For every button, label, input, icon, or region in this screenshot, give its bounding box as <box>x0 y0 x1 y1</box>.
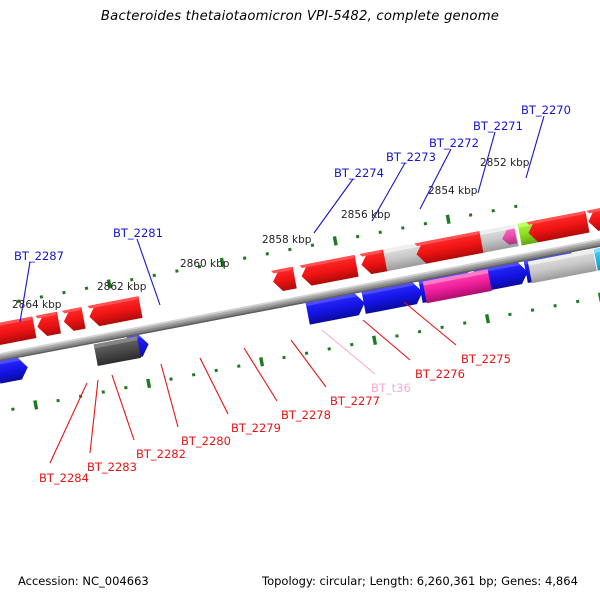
gene-label-bt-2279[interactable]: BT_2279 <box>231 421 281 435</box>
leader-bt-2284 <box>49 382 88 464</box>
gene-label-bt-2278[interactable]: BT_2278 <box>281 408 331 422</box>
gene-label-bt-2283[interactable]: BT_2283 <box>87 460 137 474</box>
gene-feature-bt-2284b[interactable] <box>61 307 86 332</box>
leader-lines-forward <box>19 115 545 323</box>
gene-feature-pseudo-1[interactable] <box>376 241 430 273</box>
leader-bt-t36 <box>321 329 376 375</box>
scale-label-2852: 2852 kbp <box>480 157 530 169</box>
gene-label-bt-2274[interactable]: BT_2274 <box>334 166 384 180</box>
gene-label-bt-2277[interactable]: BT_2277 <box>330 394 380 408</box>
gene-label-bt-2280[interactable]: BT_2280 <box>181 434 231 448</box>
genome-stats-text: Topology: circular; Length: 6,260,361 bp… <box>262 574 578 588</box>
scale-label-2854: 2854 kbp <box>428 185 478 197</box>
leader-bt-2280 <box>160 363 179 428</box>
leader-bt-2281 <box>136 238 161 306</box>
gene-feature-bt-2274[interactable] <box>305 292 367 325</box>
gene-label-bt-2276[interactable]: BT_2276 <box>415 367 465 381</box>
gene-label-bt-2281[interactable]: BT_2281 <box>113 226 163 240</box>
scale-tick-row-lower <box>11 292 600 411</box>
leader-bt-2277 <box>290 339 327 388</box>
leader-bt-2282 <box>111 374 135 441</box>
gene-label-bt-2270[interactable]: BT_2270 <box>521 103 571 117</box>
genome-axis-track[interactable] <box>0 228 600 368</box>
scale-label-2858: 2858 kbp <box>262 234 312 246</box>
leader-lines-reverse <box>49 301 457 464</box>
scale-label-2860: 2860 kbp <box>180 258 230 270</box>
gene-feature-bt-2285[interactable] <box>35 311 62 338</box>
leader-bt-2275 <box>403 301 457 346</box>
gene-feature-bt-2273[interactable] <box>361 281 425 314</box>
gene-label-bt-2273[interactable]: BT_2273 <box>386 150 436 164</box>
gene-feature-bt-2276[interactable] <box>526 210 590 244</box>
accession-text: Accession: NC_004663 <box>18 574 149 588</box>
page-title: Bacteroides thetaiotaomicron VPI-5482, c… <box>100 9 500 24</box>
gene-feature-bt-2283[interactable] <box>93 336 142 367</box>
leader-bt-2274 <box>313 178 354 234</box>
leader-bt-2283 <box>89 379 99 454</box>
leader-bt-2271 <box>477 131 496 194</box>
scale-tick-row-upper <box>16 204 518 303</box>
gene-feature-bt-2287[interactable] <box>0 356 30 384</box>
gene-feature-bt-t36[interactable] <box>501 228 518 246</box>
leader-bt-2273 <box>371 162 406 222</box>
leader-bt-2272 <box>419 148 452 210</box>
scale-label-2856: 2856 kbp <box>341 209 391 221</box>
gene-feature-bt-2283-arrow[interactable] <box>87 296 143 327</box>
gene-feature-bt-2278[interactable] <box>422 269 492 304</box>
leader-bt-2270 <box>525 115 545 179</box>
leader-bt-2279 <box>199 357 229 415</box>
gene-feature-bt-2276-box[interactable] <box>527 249 597 284</box>
scale-label-2864: 2864 kbp <box>12 299 62 311</box>
gene-feature-bt-2280[interactable] <box>299 254 359 287</box>
scale-label-2862: 2862 kbp <box>97 281 147 293</box>
leader-lines-rna <box>321 329 376 375</box>
leader-bt-2276 <box>362 319 411 361</box>
gene-label-bt-2275[interactable]: BT_2275 <box>461 352 511 366</box>
gene-feature-bt-2277[interactable] <box>414 231 484 265</box>
gene-features-below[interactable] <box>93 240 600 367</box>
leader-bt-2278 <box>243 347 278 402</box>
gene-feature-bt-2282[interactable] <box>271 266 297 293</box>
gene-feature-bt-2279[interactable] <box>359 249 388 276</box>
gene-label-bt-2284[interactable]: BT_2284 <box>39 471 89 485</box>
gene-label-bt-t36[interactable]: BT_t36 <box>371 381 411 395</box>
gene-label-bt-2287[interactable]: BT_2287 <box>14 249 64 263</box>
gene-label-bt-2272[interactable]: BT_2272 <box>429 136 479 150</box>
gene-label-bt-2271[interactable]: BT_2271 <box>473 119 523 133</box>
gene-label-bt-2282[interactable]: BT_2282 <box>136 447 186 461</box>
gene-feature-bt-2284[interactable] <box>0 316 37 346</box>
leader-bt-2287 <box>19 261 31 323</box>
